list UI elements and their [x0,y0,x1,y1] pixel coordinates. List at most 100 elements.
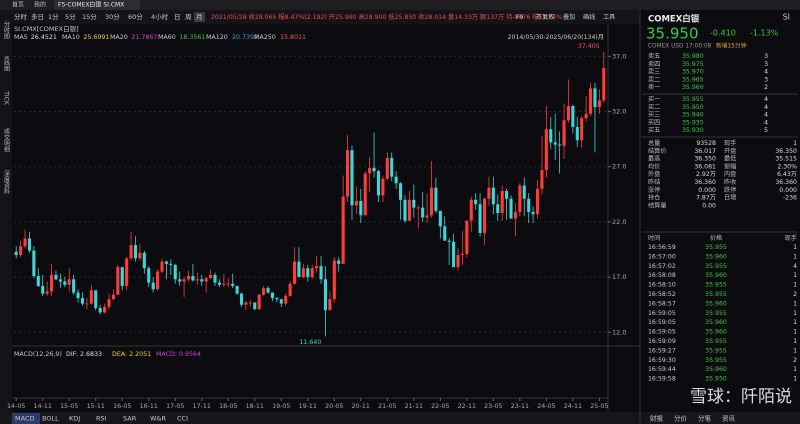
candle-body [27,238,32,251]
candle-body [421,207,425,218]
tick-time: 16:59:30 [648,357,676,364]
candle-body [566,106,570,121]
book-price: 35.965 [682,76,704,83]
indicator-tab[interactable]: W&R [150,415,166,423]
tick-volume: 1 [793,319,797,326]
candle-body [98,307,102,313]
book-price: 35.960 [682,84,704,91]
book-volume: 4 [764,69,768,76]
mine-tab[interactable]: 我的 [34,1,46,9]
sidebar-item[interactable]: K线图 [3,56,10,73]
tool-button[interactable]: 画线 [583,13,595,21]
tick-time: 16:59:05 [648,319,676,326]
book-side: 买二 [648,103,660,111]
candle-body [513,211,517,219]
candle-body [337,260,341,264]
period-button[interactable]: 分时 [14,12,28,21]
candle-body [571,106,575,127]
candle-body [120,267,124,286]
quote-sub: COMEX USD 17:00:08 [648,44,712,50]
tick-time: 16:57:02 [648,263,676,270]
tool-button[interactable]: 叠加 [563,13,575,21]
sidebar-item[interactable]: TICK [3,90,10,106]
candle-body [14,251,18,256]
sidebar-item[interactable]: 分时图 [3,20,10,40]
tool-button[interactable]: 工具 [603,14,615,21]
legend-symbol: SI.CMX[COMEX白银] [14,24,79,33]
stat-value: 2.92万 [696,171,716,178]
tick-time: 16:57:00 [648,253,676,260]
candle-body [266,288,270,293]
x-tick-label: 18-05 [219,403,237,410]
indicator-tab[interactable]: RSI [96,415,107,423]
stat-name: 日增 [724,194,736,202]
candle-body [332,260,336,300]
period-button[interactable]: 日 [174,13,181,21]
legend-value: 15.8011 [280,34,306,41]
x-tick-label: 24-05 [537,403,555,410]
candle-body [505,191,509,199]
candle-body [248,302,252,304]
stat-value: 36.350 [775,148,797,155]
tick-volume: 4 [793,263,797,270]
symbol-tab[interactable]: F5-COMEX白银 SI.CMX [58,1,124,9]
candle-body [107,299,111,307]
tick-volume: 1 [793,244,797,251]
book-side: 卖四 [648,60,660,68]
panel-tab[interactable]: 分笔 [698,414,712,423]
indicator-tab[interactable]: MACD [15,415,34,423]
tool-button[interactable]: 不复权 [536,13,555,21]
candle-body [231,283,235,286]
indicator-tab[interactable]: KDJ [69,415,80,423]
legend-value: 18.3561 [179,34,205,41]
stat-value: 0.000 [779,187,797,194]
legend-value: 25.6991 [83,34,109,41]
candle-body [553,142,557,145]
topbar [0,0,800,10]
stat-value: 0.00 [702,202,716,209]
x-tick-label: 23-11 [511,403,529,410]
tick-price: 35.955 [705,357,727,364]
book-price: 35.935 [682,119,704,126]
home-tab[interactable]: 首页 [12,1,24,9]
candle-body [602,67,606,101]
x-tick-label: 15-11 [87,403,105,410]
indicator-tab[interactable]: BOLL [42,415,59,423]
candle-body [186,275,191,280]
candle-body [262,288,266,295]
panel-tab[interactable]: 分价 [674,414,688,423]
candle-body [182,279,186,282]
candle-body [381,178,385,196]
indicator-tab[interactable]: SAR [123,415,137,423]
tick-volume: 1 [793,253,797,260]
panel-tab[interactable]: 资讯 [722,414,736,423]
book-side: 卖一 [648,83,660,91]
tick-time: 16:59:05 [648,329,676,336]
period-button[interactable]: 1分 [48,12,59,21]
period-button[interactable]: 5分 [65,12,76,21]
y-tick-label: 27.0 [612,163,626,171]
sidebar-item[interactable]: 深度资料 [3,169,10,195]
tick-volume: 1 [793,272,797,279]
period-button[interactable]: 15分 [82,12,97,21]
stat-value: -236 [783,195,797,202]
indicator-tab[interactable]: CCI [177,415,188,423]
ticks-header: 时间 [648,234,660,242]
panel-tab[interactable]: 财报 [650,414,664,423]
tool-button[interactable]: F9 [516,14,524,21]
candle-body [63,281,67,285]
period-button[interactable]: 4小时 [151,12,169,21]
candle-body [36,275,40,286]
candle-body [429,187,434,216]
stat-name: 振幅 [724,162,736,170]
period-button[interactable]: 多日 [31,12,44,21]
candle-body [279,299,283,304]
period-button[interactable]: 月 [196,13,203,21]
candle-body [527,198,531,212]
period-button[interactable]: 60分 [128,12,143,21]
period-button[interactable]: 周 [185,13,192,21]
book-side: 买四 [648,118,660,126]
period-button[interactable]: 30分 [105,12,120,21]
sidebar-item[interactable]: 成交明细 [3,127,10,153]
candle-body [319,266,323,280]
